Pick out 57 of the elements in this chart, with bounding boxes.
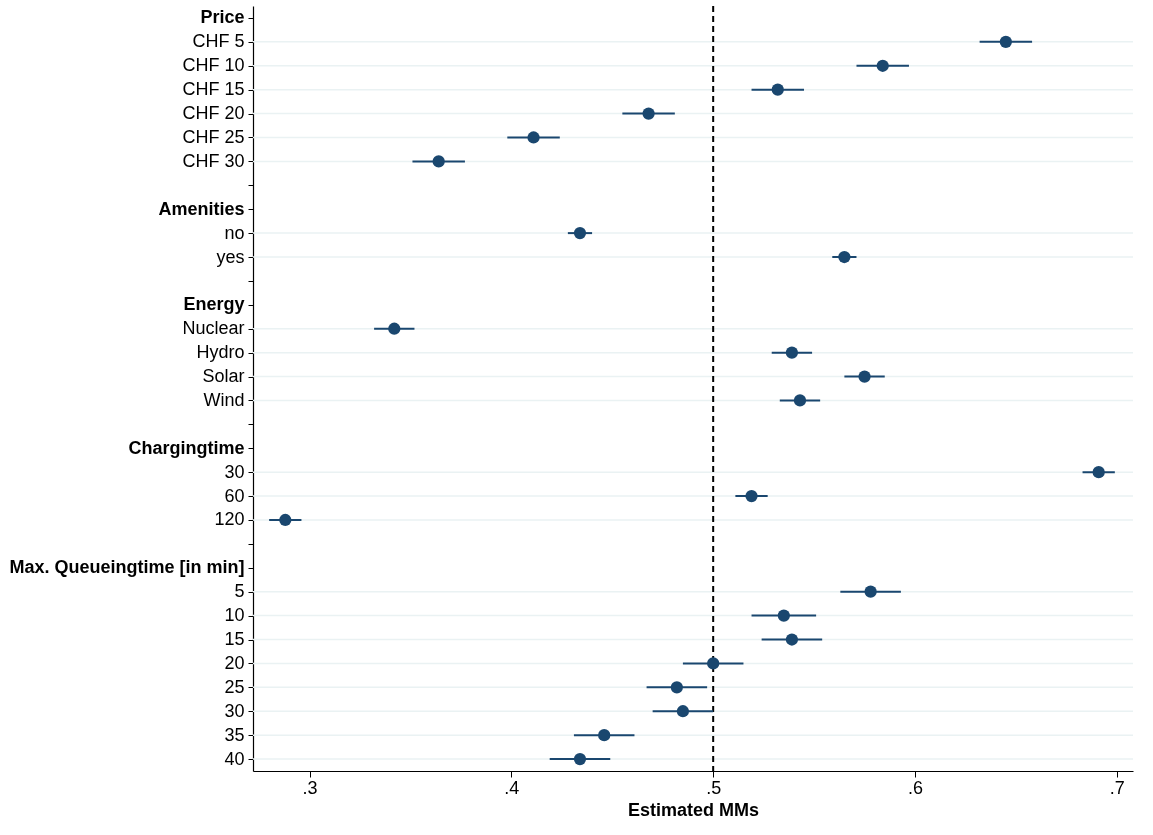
- y-tick-label: Chargingtime: [128, 437, 245, 458]
- point: [707, 657, 720, 670]
- point: [388, 322, 401, 335]
- y-tick-label: 15: [224, 629, 245, 650]
- y-tick-label: Nuclear: [182, 318, 245, 339]
- point: [1092, 466, 1105, 479]
- point: [858, 370, 871, 383]
- y-tick-label: 60: [224, 485, 245, 506]
- y-tick-label: 120: [214, 509, 245, 530]
- point: [745, 489, 758, 503]
- y-tick-label: 10: [224, 605, 245, 626]
- point: [838, 250, 851, 264]
- point: [771, 83, 784, 96]
- y-tick-label: no: [224, 222, 245, 243]
- y-tick-label: Energy: [183, 294, 245, 315]
- point: [785, 346, 799, 359]
- y-tick-label: Solar: [202, 366, 245, 387]
- point: [432, 155, 445, 168]
- y-tick-label: CHF 30: [182, 150, 245, 171]
- point: [573, 227, 587, 240]
- point: [793, 394, 807, 407]
- point: [864, 585, 877, 598]
- y-tick-label: Price: [200, 7, 245, 28]
- x-tick-label: .6: [908, 777, 924, 798]
- y-tick-label: CHF 25: [182, 126, 245, 147]
- point: [279, 513, 292, 527]
- y-tick-label: Wind: [203, 389, 245, 410]
- y-tick-label: Max. Queueingtime [in min]: [9, 557, 245, 578]
- point: [670, 681, 683, 694]
- point: [642, 107, 655, 120]
- y-tick-label: CHF 20: [182, 103, 245, 124]
- point: [598, 729, 611, 742]
- x-tick-label: .7: [1109, 777, 1125, 798]
- x-tick-label: .3: [302, 777, 318, 798]
- y-tick-label: yes: [216, 246, 245, 267]
- point: [573, 752, 587, 766]
- point: [777, 609, 790, 622]
- y-tick-label: 20: [224, 652, 245, 673]
- x-tick-label: .5: [706, 777, 722, 798]
- point: [676, 705, 690, 718]
- y-tick-label: 30: [224, 461, 245, 482]
- y-tick-label: CHF 5: [192, 31, 245, 52]
- y-tick-label: Amenities: [158, 198, 245, 219]
- y-tick-label: 35: [224, 724, 245, 745]
- y-tick-label: CHF 10: [182, 55, 245, 76]
- x-tick-label: .4: [504, 777, 520, 798]
- y-tick-label: 25: [224, 676, 245, 697]
- y-tick-label: 5: [234, 581, 245, 602]
- y-tick-label: Hydro: [196, 342, 245, 363]
- point: [785, 633, 799, 646]
- point: [527, 131, 540, 144]
- y-tick-label: 40: [224, 748, 245, 769]
- x-axis-title: Estimated MMs: [627, 799, 760, 820]
- point: [999, 35, 1012, 48]
- point: [876, 59, 889, 72]
- y-tick-label: 30: [224, 700, 245, 721]
- y-tick-label: CHF 15: [182, 79, 245, 100]
